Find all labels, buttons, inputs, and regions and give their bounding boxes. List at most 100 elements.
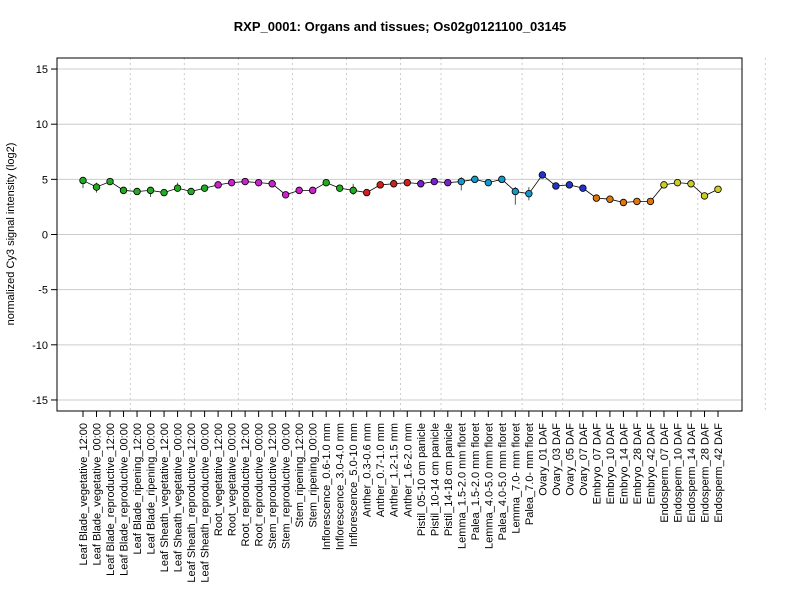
data-point	[687, 180, 695, 188]
data-point	[592, 194, 601, 202]
x-tick-label: Embryo_28 DAF	[632, 423, 644, 505]
x-tick-label: Leaf Blade_vegetative_00:00	[92, 423, 104, 566]
x-tick-label: Embryo_07 DAF	[591, 423, 603, 505]
data-point	[552, 182, 560, 190]
data-point	[349, 186, 357, 195]
x-tick-label: Stem_reproductive_00:00	[281, 423, 293, 549]
x-tick-label: Endosperm_28 DAF	[699, 423, 711, 523]
x-tick-label: Embryo_10 DAF	[605, 423, 617, 505]
x-tick-label: Embryo_14 DAF	[618, 423, 630, 505]
y-tick-label: -15	[32, 395, 48, 407]
x-tick-label: Leaf Sheath_reproductive_00:00	[200, 423, 212, 583]
data-point	[484, 178, 493, 187]
x-tick-label: Leaf Sheath_vegetative_00:00	[173, 423, 185, 572]
data-point	[646, 197, 655, 206]
data-point	[173, 184, 182, 192]
data-point	[106, 177, 114, 186]
x-tick-label: Root_vegetative_12:00	[213, 423, 225, 536]
data-point	[430, 177, 438, 186]
data-point	[619, 198, 628, 207]
data-point	[322, 178, 330, 187]
data-point	[281, 191, 290, 199]
x-tick-label: Ovary_01 DAF	[537, 423, 549, 496]
x-tick-label: Stem_ripening_12:00	[294, 423, 306, 528]
x-tick-label: Stem_ripening_00:00	[308, 423, 320, 528]
x-tick-label: Stem_reproductive_12:00	[267, 423, 279, 549]
y-tick-label: -5	[38, 285, 48, 297]
data-point	[471, 175, 479, 184]
x-tick-label: Inflorescence_0.6-1.0 mm	[321, 423, 333, 550]
data-point	[79, 176, 87, 185]
data-point	[606, 195, 614, 203]
x-tick-label: Pistil_14-18 cm panicle	[443, 423, 455, 536]
data-point	[214, 181, 222, 189]
data-point	[444, 178, 452, 187]
x-tick-label: Inflorescence_3.0-4.0 mm	[335, 423, 347, 550]
x-tick-label: Root_reproductive_12:00	[240, 423, 252, 547]
x-tick-label: Leaf Blade_ripening_00:00	[146, 423, 158, 555]
x-tick-label: Endosperm_14 DAF	[686, 423, 698, 523]
data-point	[579, 184, 587, 192]
data-point	[714, 185, 722, 193]
x-tick-label: Root_vegetative_00:00	[227, 423, 239, 536]
x-tick-label: Palea_4.0-5.0 mm floret	[497, 423, 509, 540]
x-tick-label: Leaf Blade_reproductive_00:00	[119, 423, 131, 576]
x-tick-label: Palea_1.5-2.0 mm floret	[470, 423, 482, 540]
data-point	[268, 180, 276, 188]
data-point	[160, 188, 168, 197]
data-point	[227, 178, 236, 187]
data-point	[187, 187, 195, 196]
x-tick-label: Root_reproductive_00:00	[254, 423, 266, 547]
x-tick-label: Endosperm_07 DAF	[659, 423, 671, 523]
series-layer	[79, 171, 722, 207]
y-tick-label: 15	[36, 64, 48, 76]
data-point	[660, 181, 668, 189]
x-tick-label: Ovary_05 DAF	[564, 423, 576, 496]
data-point	[308, 186, 317, 195]
x-tick-label: Leaf Blade_vegetative_12:00	[78, 423, 90, 566]
data-point	[457, 177, 465, 186]
data-point	[700, 192, 709, 200]
x-tick-label: Pistil_10-14 cm panicle	[429, 423, 441, 536]
x-tick-label: Leaf Sheath_reproductive_12:00	[186, 423, 198, 583]
data-point	[525, 189, 533, 198]
data-point	[92, 183, 101, 191]
x-tick-label: Leaf Sheath_vegetative_12:00	[159, 423, 171, 572]
x-tick-label: Lemma_4.0-5.0 mm floret	[483, 423, 495, 549]
data-point	[538, 171, 547, 179]
x-tick-label: Ovary_03 DAF	[551, 423, 563, 496]
data-point	[336, 184, 344, 192]
data-point	[565, 181, 574, 189]
data-point	[241, 177, 249, 186]
x-tick-label: Pistil_05-10 cm panicle	[416, 423, 428, 536]
x-tick-label: Anther_0.3-0.6 mm	[362, 423, 374, 517]
y-tick-label: 0	[42, 230, 48, 242]
data-point	[376, 181, 384, 189]
y-axis-label: normalized Cy3 signal intensity (log2)	[5, 143, 17, 326]
axis-layer: -15 -10 -5 0 5 10 15 Leaf Blade_vegetative_12:0…	[32, 64, 725, 583]
x-tick-label: Endosperm_10 DAF	[672, 423, 684, 523]
data-point	[511, 187, 520, 196]
x-tick-label: Anther_1.2-1.5 mm	[389, 423, 401, 517]
x-tick-label: Lemma_1.5-2.0 mm floret	[456, 423, 468, 549]
y-tick-label: 5	[42, 174, 48, 186]
data-point	[498, 175, 506, 184]
data-point	[417, 180, 425, 188]
data-point	[119, 186, 128, 195]
x-tick-label: Lemma_7.0- mm floret	[510, 423, 522, 534]
chart-title: RXP_0001: Organs and tissues; Os02g01211…	[234, 19, 566, 34]
x-tick-label: Palea_7.0- mm floret	[524, 423, 536, 525]
x-tick-label: Leaf Blade_reproductive_12:00	[105, 423, 117, 576]
x-tick-label: Anther_0.7-1.0 mm	[375, 423, 387, 517]
data-point	[254, 178, 263, 187]
data-point	[133, 187, 141, 196]
data-point	[363, 188, 371, 197]
data-point	[295, 186, 303, 195]
data-point	[403, 178, 411, 187]
x-tick-label: Endosperm_42 DAF	[713, 423, 725, 523]
data-point	[200, 184, 209, 192]
x-tick-label: Anther_1.6-2.0 mm	[402, 423, 414, 517]
data-point	[390, 180, 398, 188]
